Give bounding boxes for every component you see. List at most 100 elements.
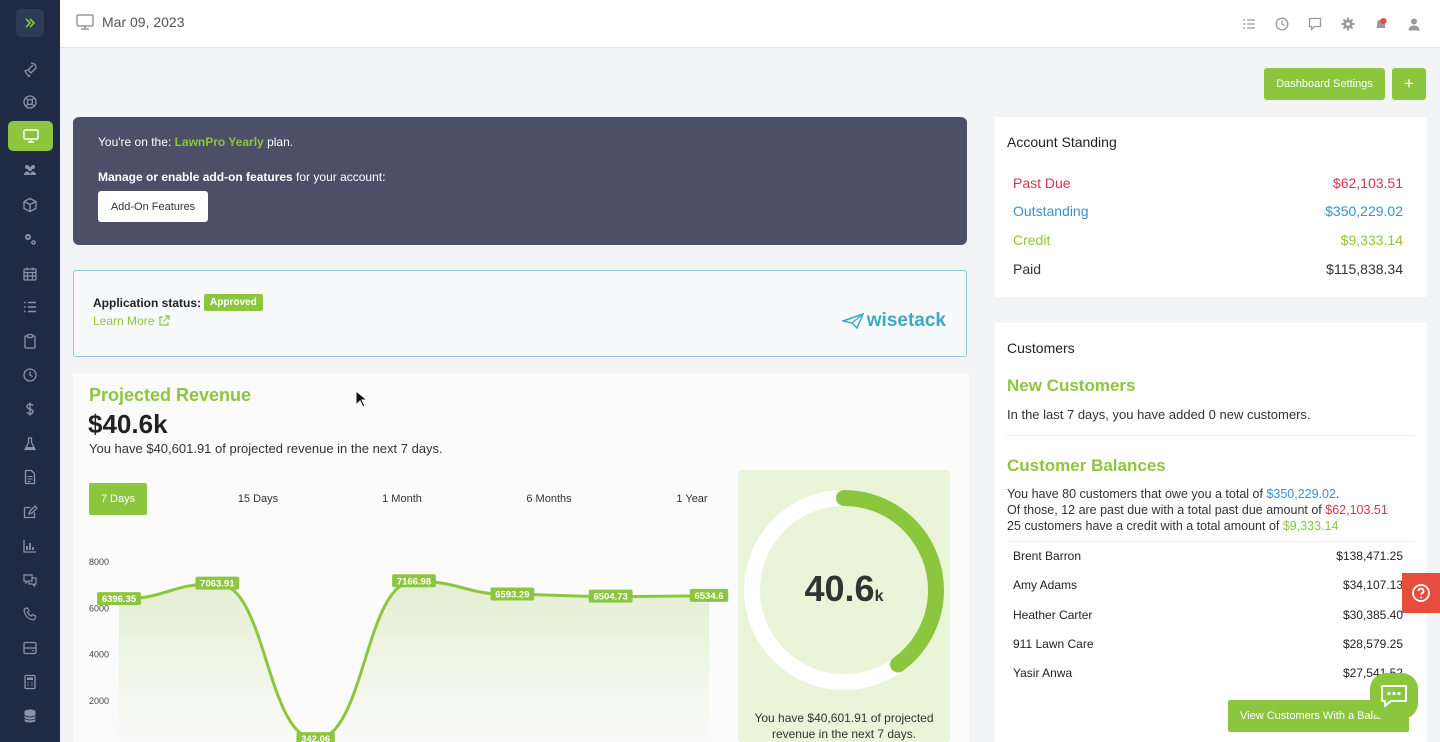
customer-row[interactable]: Amy Adams $34,107.13 bbox=[1013, 578, 1403, 592]
sidebar-item-cogs[interactable] bbox=[10, 225, 50, 253]
double-chevron-right-icon bbox=[25, 18, 36, 28]
customer-name: Brent Barron bbox=[1013, 549, 1082, 563]
customer-amount: $138,471.25 bbox=[1336, 549, 1403, 563]
sidebar-item-clipboard[interactable] bbox=[10, 327, 50, 355]
clipboard-icon bbox=[24, 333, 36, 349]
wisetack-logo: wisetack bbox=[841, 310, 946, 332]
chat-widget-button[interactable] bbox=[1370, 673, 1418, 719]
sidebar-item-lifebuoy[interactable] bbox=[10, 88, 50, 116]
sidebar-item-rocket[interactable] bbox=[10, 55, 50, 83]
data-point-label: 7166.98 bbox=[392, 574, 436, 588]
lifebuoy-icon bbox=[23, 95, 37, 109]
user-icon[interactable] bbox=[1406, 16, 1422, 32]
data-label-background bbox=[392, 574, 436, 588]
revenue-line-chart: 8000 6000 4000 2000 6396.35 7063.91 342.06 716… bbox=[89, 557, 729, 742]
account-row-past-due[interactable]: Past Due $62,103.51 bbox=[1013, 175, 1403, 191]
y-tick-label: 4000 bbox=[89, 650, 109, 660]
dashboard-settings-button[interactable]: Dashboard Settings bbox=[1264, 68, 1385, 100]
sidebar-item-clock[interactable] bbox=[10, 361, 50, 389]
manage-bold: Manage or enable add-on features bbox=[98, 170, 293, 184]
help-button[interactable] bbox=[1402, 573, 1440, 613]
add-widget-button[interactable]: + bbox=[1392, 68, 1426, 100]
range-tab-7-days[interactable]: 7 Days bbox=[89, 483, 147, 515]
sidebar-item-database[interactable] bbox=[10, 702, 50, 730]
bell-icon[interactable] bbox=[1373, 16, 1389, 32]
customer-row[interactable]: Heather Carter $30,385.40 bbox=[1013, 608, 1403, 622]
sidebar-item-monitor[interactable] bbox=[8, 121, 53, 151]
plan-name: LawnPro Yearly bbox=[174, 135, 264, 149]
sidebar-item-calendar[interactable] bbox=[10, 260, 50, 288]
customer-name: Heather Carter bbox=[1013, 608, 1093, 622]
checklist-icon[interactable] bbox=[1241, 16, 1257, 32]
customer-row[interactable]: Brent Barron $138,471.25 bbox=[1013, 549, 1403, 563]
range-tab-15-days[interactable]: 15 Days bbox=[237, 493, 279, 505]
sidebar-item-flask[interactable] bbox=[10, 430, 50, 458]
sidebar-item-phone[interactable] bbox=[10, 600, 50, 628]
customer-amount: $34,107.13 bbox=[1342, 578, 1403, 592]
account-row-outstanding[interactable]: Outstanding $350,229.02 bbox=[1013, 203, 1403, 219]
plan-card: You're on the: LawnPro Yearly plan. Mana… bbox=[73, 117, 967, 245]
revenue-description: You have $40,601.91 of projected revenue… bbox=[89, 441, 443, 456]
balance-summary-line-2: Of those, 12 are past due with a total p… bbox=[1007, 503, 1388, 517]
sidebar-item-bar-chart[interactable] bbox=[10, 532, 50, 560]
account-row-label: Credit bbox=[1013, 232, 1051, 248]
divider bbox=[1007, 541, 1415, 542]
add-on-features-button[interactable]: Add-On Features bbox=[98, 191, 208, 222]
plan-manage-text: Manage or enable add-on features for you… bbox=[98, 170, 385, 184]
balance-summary-line-1: You have 80 customers that owe you a tot… bbox=[1007, 487, 1339, 501]
customer-row[interactable]: 911 Lawn Care $28,579.25 bbox=[1013, 637, 1403, 651]
account-row-value: $115,838.34 bbox=[1326, 261, 1403, 277]
sidebar bbox=[0, 0, 60, 742]
clock-icon[interactable] bbox=[1274, 16, 1290, 32]
data-point-label: 6534.6 bbox=[689, 588, 729, 602]
sidebar-toggle-button[interactable] bbox=[16, 9, 44, 37]
range-tab-6-months[interactable]: 6 Months bbox=[526, 493, 572, 505]
new-customers-heading: New Customers bbox=[1007, 376, 1136, 395]
data-label-background bbox=[588, 589, 633, 603]
account-row-value: $350,229.02 bbox=[1325, 203, 1403, 219]
sidebar-item-dollar[interactable] bbox=[10, 395, 50, 423]
data-label-background bbox=[195, 576, 240, 590]
customer-row[interactable]: Yasir Anwa $27,541.52 bbox=[1013, 666, 1403, 680]
data-label-background bbox=[689, 588, 729, 602]
gear-icon[interactable] bbox=[1340, 16, 1356, 32]
range-tab-1-year[interactable]: 1 Year bbox=[676, 493, 708, 505]
sidebar-item-calculator[interactable] bbox=[10, 668, 50, 696]
chart-area-fill bbox=[119, 581, 709, 742]
customer-amount: $30,385.40 bbox=[1342, 608, 1403, 622]
range-tab-1-month[interactable]: 1 Month bbox=[382, 493, 422, 505]
data-point-label: 7063.91 bbox=[195, 576, 240, 590]
account-standing-card: Account Standing Past Due $62,103.51 Out… bbox=[995, 117, 1427, 297]
manage-rest: for your account: bbox=[292, 170, 386, 184]
sidebar-item-box[interactable] bbox=[10, 191, 50, 219]
flask-icon bbox=[23, 437, 37, 451]
data-point-label: 342.06 bbox=[296, 732, 335, 742]
y-tick-label: 2000 bbox=[89, 696, 109, 706]
data-label-text: 6593.29 bbox=[495, 590, 529, 601]
customer-balances-heading: Customer Balances bbox=[1007, 456, 1166, 475]
sidebar-item-users[interactable] bbox=[10, 156, 50, 184]
learn-more-text: Learn More bbox=[93, 314, 155, 328]
data-label-text: 6396.35 bbox=[102, 594, 137, 605]
phone-icon bbox=[23, 607, 37, 621]
account-row-paid[interactable]: Paid $115,838.34 bbox=[1013, 261, 1403, 277]
top-header: Mar 09, 2023 bbox=[60, 0, 1440, 48]
sidebar-item-edit[interactable] bbox=[10, 498, 50, 526]
monitor-icon bbox=[22, 129, 39, 143]
balance-summary-line-3: 25 customers have a credit with a total … bbox=[1007, 519, 1338, 533]
status-badge: Approved bbox=[204, 294, 263, 311]
learn-more-link[interactable]: Learn More bbox=[93, 314, 170, 328]
date-text: Mar 09, 2023 bbox=[102, 14, 185, 30]
sidebar-item-drive[interactable] bbox=[10, 634, 50, 662]
sidebar-item-list[interactable] bbox=[10, 293, 50, 321]
account-row-credit[interactable]: Credit $9,333.14 bbox=[1013, 232, 1403, 248]
application-status-label: Application status: bbox=[93, 295, 202, 310]
sidebar-item-document[interactable] bbox=[10, 463, 50, 491]
y-tick-label: 6000 bbox=[89, 603, 109, 613]
customer-amount: $28,579.25 bbox=[1342, 637, 1403, 651]
clock-icon bbox=[23, 368, 37, 382]
external-link-icon bbox=[159, 315, 170, 326]
sidebar-item-chat[interactable] bbox=[10, 566, 50, 594]
drive-icon bbox=[23, 641, 37, 655]
message-icon[interactable] bbox=[1307, 16, 1323, 32]
